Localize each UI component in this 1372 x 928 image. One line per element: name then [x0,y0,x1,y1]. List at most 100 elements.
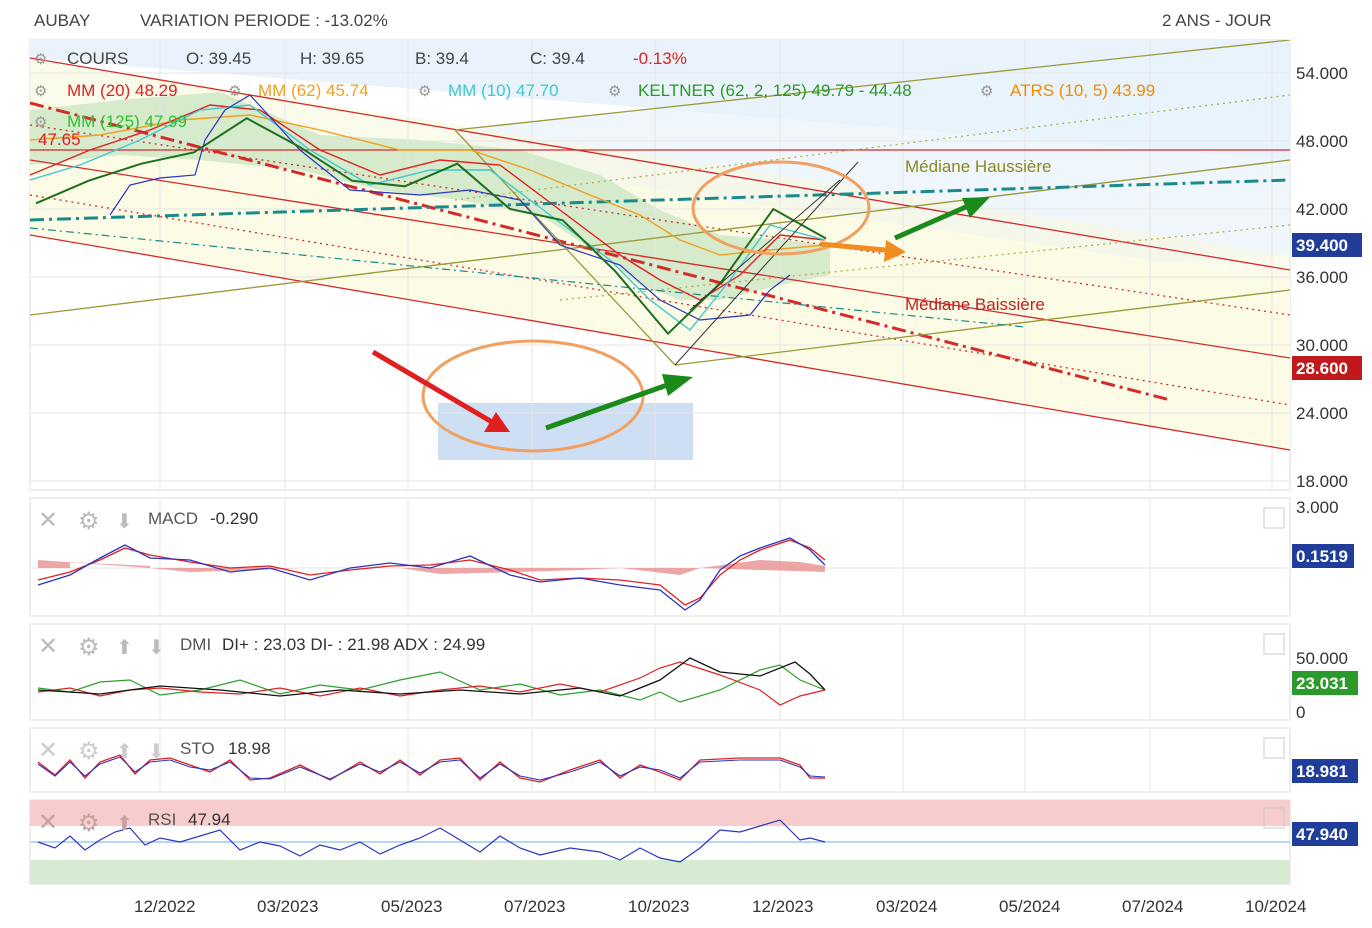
y-tick: 36.000 [1296,268,1348,287]
macd-title: MACD [148,509,198,528]
y-tick: 24.000 [1296,404,1348,423]
arrow-up-icon[interactable]: ⬆ [116,813,133,835]
change-value: -0.13% [633,49,687,68]
price-axis: 54.000 48.000 42.000 36.000 30.000 24.00… [1292,64,1362,491]
y-tick: 30.000 [1296,336,1348,355]
y-tick: 54.000 [1296,64,1348,83]
symbol-label: AUBAY [34,11,90,30]
cours-label: COURS [67,49,128,68]
close-value: C: 39.4 [530,49,585,68]
gear-icon[interactable]: ⚙ [418,83,431,100]
red-arrow [371,349,510,432]
last-price-value: 39.400 [1296,236,1348,255]
mm125-legend: MM (125) 47.99 [67,112,187,131]
rsi-tag [1292,822,1358,846]
maximize-icon[interactable] [1263,737,1285,759]
mm10-legend: MM (10) 47.70 [448,81,559,100]
dmi-tag [1292,671,1358,695]
y-tick: 48.000 [1296,132,1348,151]
price-panel: Médiane Haussière Médiane Baissière ⚙ CO… [29,39,1362,491]
rsi-panel: ✕ ⚙ ⬆ RSI 47.94 47.940 [29,799,1358,885]
macd-axis-top: 3.000 [1296,498,1339,517]
gear-icon[interactable]: ⚙ [78,738,100,765]
price-legend: ⚙ COURS O: 39.45 H: 39.65 B: 39.4 C: 39.… [34,49,1155,149]
mediane-haussiere-line [30,178,1290,222]
macd-value: -0.290 [210,509,258,528]
x-tick: 03/2024 [876,897,937,916]
arrow-down-icon[interactable]: ⬇ [148,637,165,659]
orange-arrow [819,240,906,262]
open-value: O: 39.45 [186,49,251,68]
highlight-ellipse-top [691,160,871,256]
rsi-title: RSI [148,810,176,829]
x-tick: 10/2024 [1245,897,1306,916]
mediane-haussiere-label: Médiane Haussière [905,157,1051,176]
mm20-legend: MM (20) 48.29 [67,81,178,100]
atrs-legend: ATRS (10, 5) 43.99 [1010,81,1155,100]
x-tick: 10/2023 [628,897,689,916]
arrow-up-icon[interactable]: ⬆ [116,741,133,763]
sto-tag-value: 18.981 [1296,762,1348,781]
x-axis: 12/2022 03/2023 05/2023 07/2023 10/2023 … [134,897,1306,916]
period-label[interactable]: 2 ANS - JOUR [1162,11,1272,30]
dmi-tag-value: 23.031 [1296,674,1348,693]
rsi-value: 47.94 [188,810,231,829]
last-price-tag [1292,233,1362,257]
rsi-tag-value: 47.940 [1296,825,1348,844]
dmi-values: DI+ : 23.03 DI- : 21.98 ADX : 24.99 [222,635,485,654]
maximize-icon[interactable] [1263,507,1285,529]
gear-icon[interactable]: ⚙ [78,810,100,837]
y-tick: 18.000 [1296,472,1348,491]
variation-label: VARIATION PERIODE : -13.02% [140,11,388,30]
high-value: H: 39.65 [300,49,364,68]
gear-icon[interactable]: ⚙ [78,508,100,535]
sto-title: STO [180,739,215,758]
mediane-baissiere-label: Médiane Baissière [905,295,1045,314]
level-left-label: 47.65 [38,130,81,149]
arrow-down-icon[interactable]: ⬇ [148,741,165,763]
price-series [35,117,827,336]
sto-panel: ✕ ⚙ ⬆ ⬇ STO 18.98 18.981 [29,727,1358,793]
arrow-up-icon[interactable]: ⬆ [116,637,133,659]
keltner-legend: KELTNER (62, 2, 125) 49.79 - 44.48 [638,81,912,100]
gear-icon[interactable]: ⚙ [608,83,621,100]
macd-tag [1292,544,1354,568]
gear-icon[interactable]: ⚙ [228,83,241,100]
x-tick: 12/2023 [752,897,813,916]
gear-icon[interactable]: ⚙ [78,634,100,661]
x-tick: 05/2023 [381,897,442,916]
x-tick: 03/2023 [257,897,318,916]
gear-icon[interactable]: ⚙ [34,83,47,100]
y-tick: 42.000 [1296,200,1348,219]
sto-value: 18.98 [228,739,271,758]
macd-tag-value: 0.1519 [1296,547,1348,566]
dmi-axis-zero: 0 [1296,703,1305,722]
dmi-panel: ✕ ⚙ ⬆ ⬇ DMI DI+ : 23.03 DI- : 21.98 ADX … [29,623,1358,722]
x-tick: 07/2023 [504,897,565,916]
sto-tag [1292,759,1358,783]
mediane-baissiere-line [30,101,1171,402]
dmi-title: DMI [180,635,211,654]
x-tick: 07/2024 [1122,897,1183,916]
dmi-axis-top: 50.000 [1296,649,1348,668]
green-arrow-top [893,197,990,241]
close-icon[interactable]: ✕ [38,809,58,836]
mm62-legend: MM (62) 45.74 [258,81,369,100]
gear-icon[interactable]: ⚙ [980,83,993,100]
gear-icon[interactable]: ⚙ [34,114,47,131]
support-price-value: 28.600 [1296,359,1348,378]
close-icon[interactable]: ✕ [38,737,58,764]
support-price-tag [1292,356,1362,380]
macd-panel: ✕ ⚙ ⬇ MACD -0.290 3.000 0.1519 [29,497,1354,617]
maximize-icon[interactable] [1263,807,1285,829]
arrow-down-icon[interactable]: ⬇ [116,511,133,533]
gear-icon[interactable]: ⚙ [34,51,47,68]
close-icon[interactable]: ✕ [38,633,58,660]
x-tick: 12/2022 [134,897,195,916]
close-icon[interactable]: ✕ [38,507,58,534]
low-value: B: 39.4 [415,49,469,68]
green-arrow-bottom [545,374,693,431]
maximize-icon[interactable] [1263,633,1285,655]
x-tick: 05/2024 [999,897,1060,916]
